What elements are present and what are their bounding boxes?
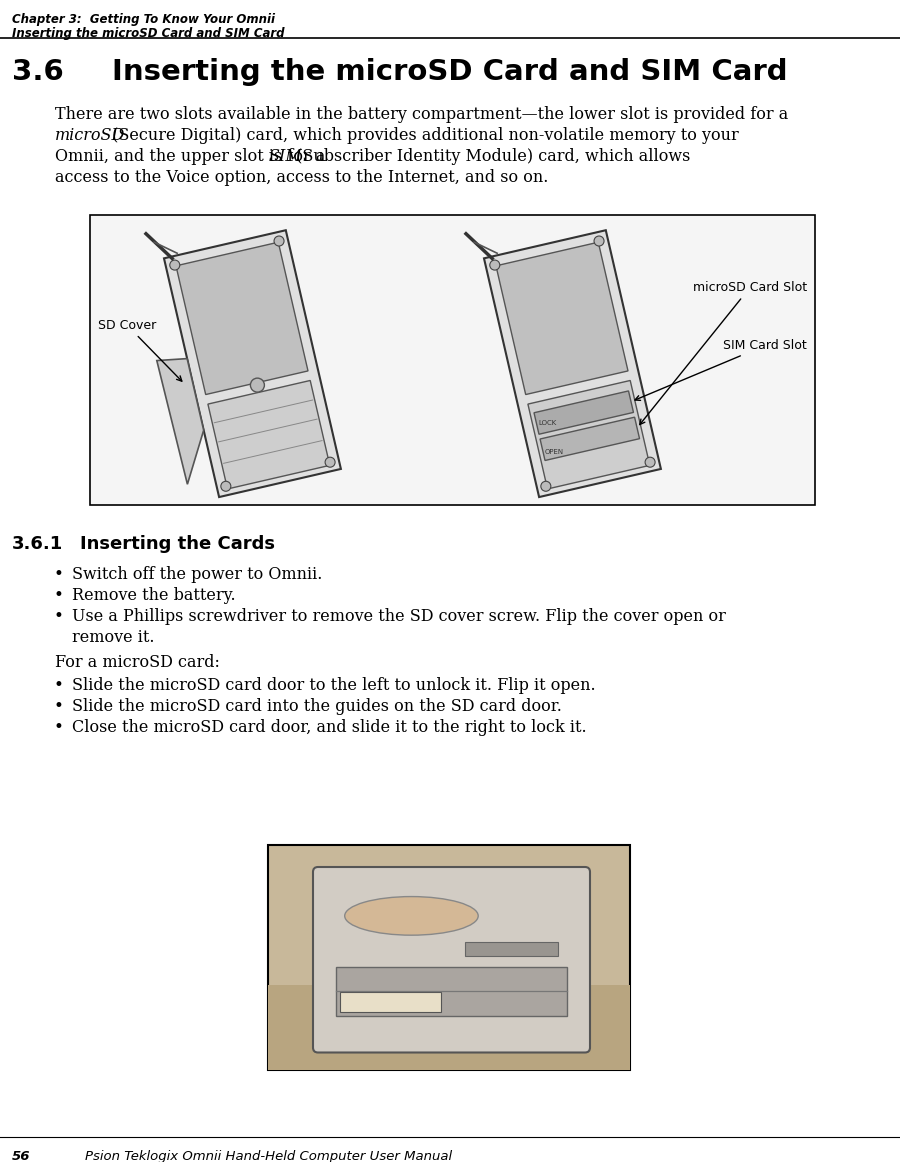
- Polygon shape: [157, 359, 203, 485]
- Text: Inserting the microSD Card and SIM Card: Inserting the microSD Card and SIM Card: [112, 58, 788, 86]
- Circle shape: [250, 378, 265, 392]
- Circle shape: [645, 457, 655, 467]
- Text: SIM Card Slot: SIM Card Slot: [635, 339, 807, 401]
- Text: Inserting the Cards: Inserting the Cards: [80, 535, 275, 553]
- Text: SIM: SIM: [269, 148, 302, 165]
- Circle shape: [274, 236, 284, 246]
- Polygon shape: [534, 390, 634, 435]
- Text: •: •: [54, 608, 64, 625]
- Text: access to the Voice option, access to the Internet, and so on.: access to the Voice option, access to th…: [55, 168, 548, 186]
- Polygon shape: [528, 380, 650, 489]
- Text: 3.6.1: 3.6.1: [12, 535, 63, 553]
- Polygon shape: [484, 230, 661, 497]
- Text: LOCK: LOCK: [538, 419, 557, 426]
- Polygon shape: [540, 417, 640, 460]
- Polygon shape: [176, 242, 308, 395]
- Text: •: •: [54, 719, 64, 736]
- Text: (Subscriber Identity Module) card, which allows: (Subscriber Identity Module) card, which…: [291, 148, 690, 165]
- Text: microSD: microSD: [55, 127, 125, 144]
- Text: Use a Phillips screwdriver to remove the SD cover screw. Flip the cover open or: Use a Phillips screwdriver to remove the…: [72, 608, 726, 625]
- Ellipse shape: [345, 897, 478, 935]
- Text: •: •: [54, 587, 64, 604]
- Text: •: •: [54, 677, 64, 694]
- Bar: [336, 967, 567, 1016]
- Polygon shape: [208, 380, 329, 489]
- Bar: [90, 215, 815, 505]
- Text: 3.6: 3.6: [12, 58, 64, 86]
- Bar: [340, 992, 442, 1012]
- Circle shape: [170, 260, 180, 270]
- Text: Chapter 3:  Getting To Know Your Omnii: Chapter 3: Getting To Know Your Omnii: [12, 13, 275, 26]
- Text: 56: 56: [12, 1150, 31, 1162]
- Text: Slide the microSD card door to the left to unlock it. Flip it open.: Slide the microSD card door to the left …: [72, 677, 596, 694]
- FancyBboxPatch shape: [313, 867, 590, 1053]
- Polygon shape: [496, 242, 628, 395]
- Text: For a microSD card:: For a microSD card:: [55, 654, 220, 670]
- Text: Psion Teklogix Omnii Hand-Held Computer User Manual: Psion Teklogix Omnii Hand-Held Computer …: [85, 1150, 452, 1162]
- Text: Close the microSD card door, and slide it to the right to lock it.: Close the microSD card door, and slide i…: [72, 719, 587, 736]
- Circle shape: [490, 260, 500, 270]
- Text: SD Cover: SD Cover: [98, 318, 182, 381]
- Circle shape: [541, 481, 551, 492]
- Text: Remove the battery.: Remove the battery.: [72, 587, 236, 604]
- Text: Switch off the power to Omnii.: Switch off the power to Omnii.: [72, 566, 322, 583]
- Text: •: •: [54, 698, 64, 715]
- Polygon shape: [164, 230, 341, 497]
- Bar: [268, 984, 630, 1070]
- Text: There are two slots available in the battery compartment—the lower slot is provi: There are two slots available in the bat…: [55, 106, 788, 123]
- Text: remove it.: remove it.: [72, 629, 155, 646]
- Bar: [465, 942, 558, 956]
- Text: Slide the microSD card into the guides on the SD card door.: Slide the microSD card into the guides o…: [72, 698, 562, 715]
- Text: Inserting the microSD Card and SIM Card: Inserting the microSD Card and SIM Card: [12, 27, 284, 40]
- Text: microSD Card Slot: microSD Card Slot: [640, 281, 807, 424]
- Text: Omnii, and the upper slot is for a: Omnii, and the upper slot is for a: [55, 148, 330, 165]
- Circle shape: [594, 236, 604, 246]
- Circle shape: [325, 457, 335, 467]
- Text: OPEN: OPEN: [545, 449, 564, 454]
- Bar: [268, 845, 630, 1070]
- Circle shape: [220, 481, 230, 492]
- Text: (Secure Digital) card, which provides additional non-volatile memory to your: (Secure Digital) card, which provides ad…: [107, 127, 739, 144]
- Text: •: •: [54, 566, 64, 583]
